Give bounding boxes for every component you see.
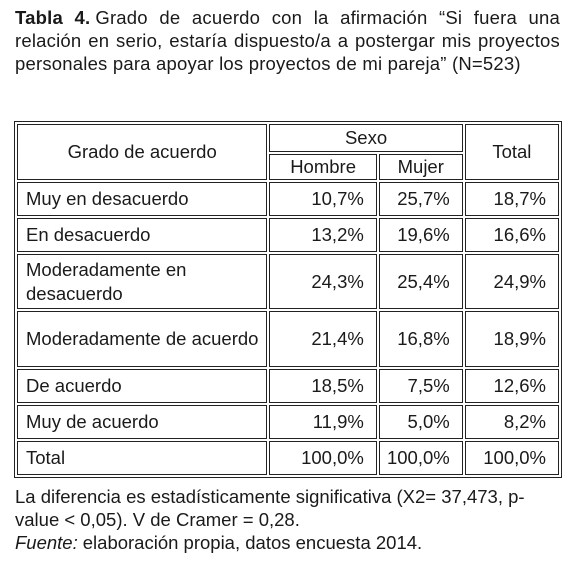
table-row: Moderadamente de acuerdo 21,4% 16,8% 18,9% xyxy=(17,311,559,367)
cell-value: 18,5% xyxy=(269,369,377,403)
source-text: elaboración propia, datos encuesta 2014. xyxy=(82,532,423,553)
caption-text: Grado de acuerdo con la afirmación “Si f… xyxy=(15,7,560,74)
source: Fuente: elaboración propia, datos encuest… xyxy=(15,531,565,554)
cell-value: 100,0% xyxy=(464,441,559,475)
caption-label: Tabla 4. xyxy=(15,7,91,28)
cell-value: 11,9% xyxy=(269,405,377,439)
cell-value: 100,0% xyxy=(378,441,463,475)
cell-value: 7,5% xyxy=(378,369,463,403)
cell-value: 18,9% xyxy=(464,311,559,367)
row-label: Muy en desacuerdo xyxy=(17,182,268,216)
row-label: Muy de acuerdo xyxy=(17,405,268,439)
cell-value: 12,6% xyxy=(464,369,559,403)
table-row: Moderadamente en desacuerdo 24,3% 25,4% 24,… xyxy=(17,254,559,309)
header-group: Sexo xyxy=(269,124,463,152)
cell-value: 18,7% xyxy=(464,182,559,216)
cell-value: 13,2% xyxy=(269,218,377,252)
table-row: En desacuerdo 13,2% 19,6% 16,6% xyxy=(17,218,559,252)
table-row: Muy en desacuerdo 10,7% 25,7% 18,7% xyxy=(17,182,559,216)
row-label: Total xyxy=(17,441,268,475)
table-row: Total 100,0% 100,0% 100,0% xyxy=(17,441,559,475)
data-table: Grado de acuerdo Sexo Total Hombre Mujer… xyxy=(14,121,562,478)
cell-value: 24,3% xyxy=(269,254,377,309)
row-label: De acuerdo xyxy=(17,369,268,403)
header-column: Hombre xyxy=(269,154,377,180)
cell-value: 100,0% xyxy=(269,441,377,475)
header-column: Mujer xyxy=(378,154,463,180)
cell-value: 25,4% xyxy=(378,254,463,309)
notes: La diferencia es estadísticamente signif… xyxy=(15,485,565,554)
cell-value: 19,6% xyxy=(378,218,463,252)
row-label: En desacuerdo xyxy=(17,218,268,252)
row-label: Moderadamente en desacuerdo xyxy=(17,254,268,309)
table-row: Muy de acuerdo 11,9% 5,0% 8,2% xyxy=(17,405,559,439)
cell-value: 16,8% xyxy=(378,311,463,367)
header-total: Total xyxy=(464,124,559,180)
cell-value: 24,9% xyxy=(464,254,559,309)
table-body: Muy en desacuerdo 10,7% 25,7% 18,7% En desac… xyxy=(17,182,559,475)
row-label: Moderadamente de acuerdo xyxy=(17,311,268,367)
caption: Tabla 4. Grado de acuerdo con la afirmaci… xyxy=(15,6,560,75)
cell-value: 10,7% xyxy=(269,182,377,216)
cell-value: 25,7% xyxy=(378,182,463,216)
note-text: La diferencia es estadísticamente signif… xyxy=(15,486,525,530)
cell-value: 8,2% xyxy=(464,405,559,439)
header-row-label: Grado de acuerdo xyxy=(17,124,268,180)
cell-value: 16,6% xyxy=(464,218,559,252)
source-label: Fuente: xyxy=(15,532,78,553)
table-row: De acuerdo 18,5% 7,5% 12,6% xyxy=(17,369,559,403)
cell-value: 21,4% xyxy=(269,311,377,367)
cell-value: 5,0% xyxy=(378,405,463,439)
